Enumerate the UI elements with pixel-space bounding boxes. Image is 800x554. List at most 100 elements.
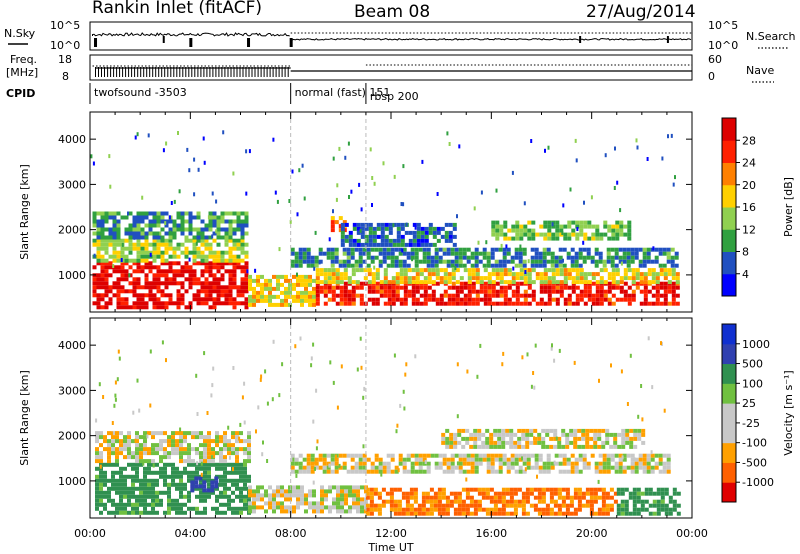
nsearch-tick-top: 10^5	[708, 19, 738, 32]
heatmap-cell	[159, 474, 163, 479]
heatmap-cell	[116, 242, 121, 247]
heatmap-cell	[208, 265, 213, 270]
heatmap-cell	[395, 285, 400, 290]
heatmap-cell	[483, 293, 488, 298]
heatmap-cell	[525, 499, 530, 504]
heatmap-cell	[163, 451, 167, 456]
heatmap-cell	[642, 469, 647, 474]
heatmap-cell	[227, 443, 231, 448]
heatmap-cell	[192, 273, 197, 278]
heatmap-cell	[216, 223, 221, 228]
heatmap-cell	[290, 461, 295, 466]
heatmap-cell	[533, 495, 538, 500]
heatmap-cell	[573, 440, 578, 445]
heatmap-cell	[155, 502, 159, 507]
heatmap-cell	[352, 226, 357, 231]
heatmap-cell	[168, 246, 173, 251]
heatmap-cell	[114, 397, 117, 402]
heatmap-cell	[413, 487, 418, 492]
heatmap-cell	[156, 246, 161, 251]
heatmap-cell	[112, 238, 117, 243]
heatmap-cell	[252, 489, 256, 494]
heatmap-cell	[453, 511, 458, 516]
heatmap-cell	[310, 457, 315, 462]
heatmap-cell	[161, 340, 164, 345]
heatmap-cell	[231, 482, 235, 487]
heatmap-cell	[144, 285, 149, 290]
heatmap-cell	[441, 436, 446, 441]
heatmap-cell	[634, 457, 639, 462]
heatmap-cell	[502, 263, 507, 268]
heatmap-cell	[610, 259, 615, 264]
heatmap-cell	[175, 447, 179, 452]
heatmap-cell	[284, 278, 288, 283]
heatmap-cell	[276, 274, 280, 279]
heatmap-cell	[400, 202, 403, 206]
heatmap-cell	[475, 297, 480, 302]
heatmap-cell	[344, 497, 348, 502]
heatmap-cell	[559, 272, 564, 277]
heatmap-cell	[659, 285, 664, 290]
heatmap-cell	[266, 401, 269, 406]
heatmap-cell	[613, 440, 618, 445]
heatmap-cell	[296, 485, 300, 490]
heatmap-cell	[90, 154, 93, 159]
heatmap-cell	[495, 220, 500, 225]
heatmap-cell	[470, 465, 475, 470]
freq-bar	[137, 67, 139, 77]
heatmap-cell	[312, 290, 316, 295]
heatmap-cell	[343, 297, 348, 302]
heatmap-cell	[322, 457, 327, 462]
heatmap-cell	[240, 227, 245, 232]
heatmap-cell	[359, 268, 364, 273]
heatmap-cell	[589, 487, 594, 492]
colorbar-tick-label: 8	[742, 246, 749, 259]
heatmap-cell	[475, 301, 480, 306]
heatmap-cell	[184, 265, 189, 270]
heatmap-cell	[633, 436, 638, 441]
heatmap-cell	[482, 453, 487, 458]
heatmap-cell	[356, 509, 360, 514]
heatmap-cell	[671, 276, 676, 281]
heatmap-cell	[260, 505, 264, 510]
heatmap-cell	[199, 451, 203, 456]
heatmap-cell	[211, 506, 215, 511]
heatmap-cell	[638, 247, 643, 252]
heatmap-cell	[278, 393, 281, 398]
heatmap-cell	[264, 286, 268, 291]
heatmap-cell	[136, 261, 141, 266]
heatmap-cell	[458, 144, 461, 149]
heatmap-cell	[413, 511, 418, 516]
heatmap-cell	[623, 224, 628, 229]
heatmap-cell	[302, 255, 307, 260]
heatmap-cell	[252, 290, 256, 295]
heatmap-cell	[179, 439, 183, 444]
heatmap-cell	[188, 231, 193, 236]
heatmap-cell	[208, 254, 213, 259]
heatmap-cell	[562, 263, 567, 268]
heatmap-cell	[539, 297, 544, 302]
heatmap-cell	[176, 242, 181, 247]
heatmap-cell	[467, 289, 472, 294]
heatmap-cell	[465, 428, 470, 433]
heatmap-cell	[522, 469, 527, 474]
heatmap-cell	[594, 251, 599, 256]
heatmap-cell	[176, 254, 181, 259]
heatmap-cell	[538, 457, 543, 462]
y-tick-label: 2000	[58, 224, 86, 237]
heatmap-cell	[519, 236, 524, 241]
heatmap-cell	[239, 478, 243, 483]
heatmap-cell	[202, 480, 207, 485]
heatmap-cell	[202, 136, 205, 141]
heatmap-cell	[113, 403, 116, 408]
heatmap-cell	[557, 507, 562, 512]
heatmap-cell	[108, 265, 113, 270]
nsky-trace	[91, 32, 290, 37]
heatmap-cell	[497, 511, 502, 516]
freq-bar	[131, 67, 133, 77]
heatmap-cell	[567, 268, 572, 273]
heatmap-cell	[630, 251, 635, 256]
heatmap-cell	[102, 395, 105, 399]
heatmap-cell	[366, 469, 371, 474]
heatmap-cell	[179, 510, 183, 515]
